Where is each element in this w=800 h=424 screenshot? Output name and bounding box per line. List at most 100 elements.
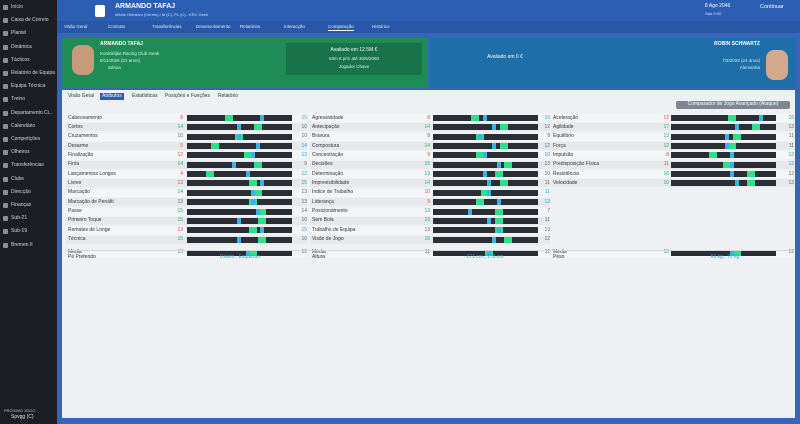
nav-item[interactable]: Finanças <box>11 202 32 208</box>
tab[interactable]: Visão Geral <box>64 24 88 29</box>
nav-icon <box>3 189 8 195</box>
attr-bar <box>433 161 538 168</box>
nav-item[interactable]: Olheiros <box>11 149 30 156</box>
attr-row-bg <box>310 123 550 132</box>
attr-value-a: 13 <box>663 133 669 140</box>
attr-bar-b <box>477 133 482 140</box>
nav-item[interactable]: Plantel <box>11 30 27 37</box>
nav-item[interactable]: Treino <box>11 96 25 103</box>
nav-item[interactable]: Sub-21 <box>11 215 28 222</box>
attr-value-b: 12 <box>544 123 550 130</box>
tab[interactable]: Relatórios <box>240 24 261 29</box>
attr-value-a: 17 <box>663 123 669 130</box>
subtab[interactable]: Posições e Funções <box>165 93 211 99</box>
attr-bar <box>671 152 776 159</box>
attr-name: Impulsão <box>553 151 574 158</box>
attr-value-a: 14 <box>424 142 430 149</box>
attr-bar <box>433 227 538 234</box>
tab[interactable]: Desenvolvimento <box>196 24 231 29</box>
attr-value-b: 13 <box>544 161 550 168</box>
attr-value-a: 15 <box>177 217 183 224</box>
attr-bar <box>671 133 776 140</box>
attr-bar-a <box>225 115 233 121</box>
attr-bar-a <box>732 249 741 256</box>
nav-item[interactable]: Departamento Ci... <box>11 109 53 116</box>
attr-name: Imprevisibilidade <box>312 179 350 186</box>
tab[interactable]: Comparação <box>328 24 354 31</box>
nav-item[interactable]: Sub-19 <box>11 228 28 235</box>
club-badge <box>95 5 105 17</box>
compare-button[interactable]: Comparador de Jogo Avançado (Ataque) <box>676 101 790 109</box>
nav-item[interactable]: Caixa de Correio <box>11 17 49 24</box>
attr-row-bg <box>66 179 307 188</box>
attr-bar-b <box>236 217 241 224</box>
nav-item[interactable]: Transferências <box>11 162 44 169</box>
nav-item[interactable]: Competições <box>11 136 41 142</box>
attr-value-b: 12 <box>301 170 307 177</box>
footer-label: Pé Preferido <box>68 254 96 260</box>
attr-bar-a <box>258 208 267 215</box>
attr-name: Passe <box>68 208 82 214</box>
attr-value-a: 13 <box>663 249 669 256</box>
attr-bar-a <box>494 171 503 178</box>
attr-name: Aceleração <box>553 114 579 121</box>
attr-value-b: 10 <box>301 123 307 130</box>
attr-bar-b <box>255 143 260 150</box>
nav-item[interactable]: Relatório de Equipa <box>11 70 55 76</box>
nav-item[interactable]: Bremen II <box>11 241 33 248</box>
nav-item[interactable]: Dinâmica <box>11 43 32 50</box>
attr-name: Velocidade <box>553 179 578 186</box>
tab[interactable]: Contrato <box>108 24 126 29</box>
subtab[interactable]: Relatório <box>218 93 239 99</box>
tab[interactable]: Histórico <box>372 24 390 29</box>
subtab[interactable]: Visão Geral <box>68 93 95 99</box>
attr-bar-b <box>487 217 492 224</box>
attr-row-bg <box>310 151 550 160</box>
attr-row-bg <box>66 142 307 151</box>
player-a-nation: Sérvia <box>108 65 121 70</box>
tab[interactable]: Interacção <box>284 24 306 29</box>
valuation-box <box>286 43 422 75</box>
attr-value-a: 13 <box>177 226 183 233</box>
attr-bar-b <box>725 143 730 150</box>
continue-button[interactable]: Continuar <box>760 4 784 10</box>
attr-value-b: 13 <box>301 198 307 205</box>
nav-icon <box>3 242 8 248</box>
attr-name: Visão de Jogo <box>312 236 344 243</box>
attr-bar-b <box>250 189 255 196</box>
tab[interactable]: Transferências <box>152 24 182 29</box>
attr-bar-b <box>246 249 250 256</box>
nav-item[interactable]: Tácticos <box>11 56 30 63</box>
attr-value-a: 4 <box>180 170 183 177</box>
footer-value: 66 kg , 72 kg <box>710 254 740 260</box>
attr-bar-b <box>236 236 241 243</box>
attr-bar-b <box>260 227 265 234</box>
attr-value-a: 5 <box>180 142 183 149</box>
attr-value-b: 13 <box>301 189 307 196</box>
attr-name: Decisões <box>312 161 333 168</box>
next-match-opponent[interactable]: Spvgg (C) <box>11 414 34 420</box>
nav-item[interactable]: Direcção <box>11 188 31 195</box>
attr-value-b: 15 <box>301 114 307 121</box>
attr-bar <box>187 227 292 234</box>
attr-name: Média <box>68 249 82 256</box>
subtab[interactable]: Atributos <box>100 93 124 100</box>
attr-name: Média <box>312 249 326 256</box>
player-a-club: Koninklijke Racing Club Genk <box>100 51 160 56</box>
nav-item[interactable]: Equipa Técnica <box>11 83 46 90</box>
attr-bar <box>433 199 538 206</box>
nav-item[interactable]: Início <box>11 4 23 10</box>
attr-bar <box>433 217 538 224</box>
nav-icon <box>3 57 8 63</box>
attr-value-a: 14 <box>424 179 430 186</box>
attr-row-bg <box>66 132 307 141</box>
attr-value-b: 11 <box>788 133 794 140</box>
attr-name: Índice de Trabalho <box>312 189 354 196</box>
attr-name: Média <box>553 249 567 256</box>
nav-item[interactable]: Calendário <box>11 122 36 129</box>
attr-name: Liderança <box>312 198 334 205</box>
attr-row-bg <box>310 179 550 188</box>
subtab[interactable]: Estatísticas <box>132 93 158 99</box>
player-b-born: 7/2/2024 (24 anos) <box>722 58 760 63</box>
nav-item[interactable]: Clube <box>11 175 25 182</box>
